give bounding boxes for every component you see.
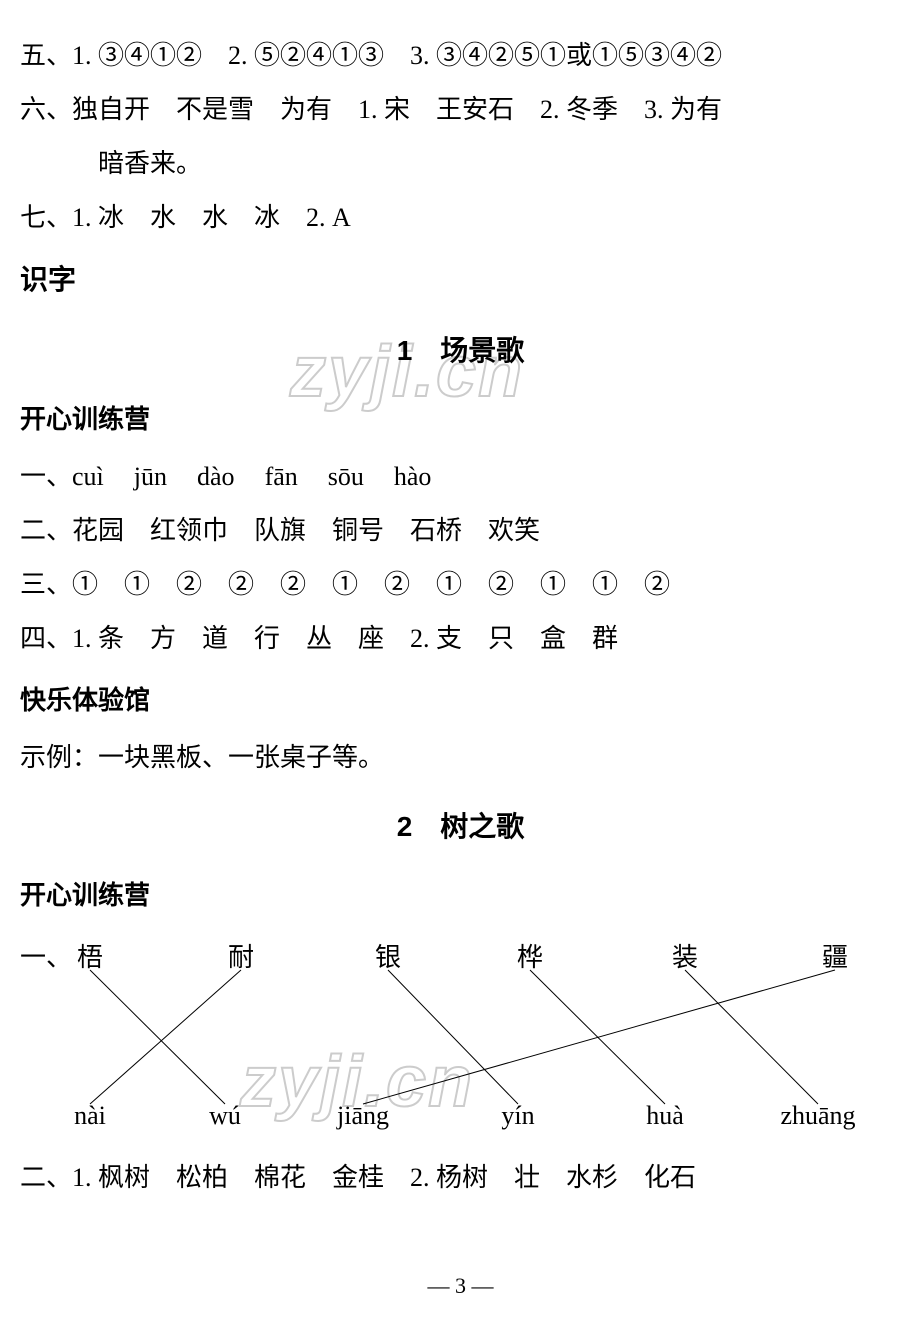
pinyin-item: jūn bbox=[134, 462, 167, 491]
lesson1-q2: 二、花园 红领巾 队旗 铜号 石桥 欢笑 bbox=[20, 505, 901, 557]
matching-diagram: 梧 耐 银 桦 装 疆 nài wú jiāng yín huà zhuāng bbox=[20, 932, 901, 1142]
page-content: zyji.cn zyji.cn 五、1. ③④①② 2. ⑤②④①③ 3. ③④… bbox=[20, 30, 901, 1308]
match-bottom-item: zhuāng bbox=[780, 1090, 855, 1142]
match-bottom-item: huà bbox=[646, 1090, 684, 1142]
match-top-item: 梧 bbox=[77, 932, 103, 984]
pinyin-item: hào bbox=[394, 462, 432, 491]
answer-line-5: 五、1. ③④①② 2. ⑤②④①③ 3. ③④②⑤①或①⑤③④② bbox=[20, 30, 901, 82]
match-top-item: 桦 bbox=[517, 932, 543, 984]
pinyin-item: cuì bbox=[72, 462, 104, 491]
match-line bbox=[90, 970, 225, 1104]
match-bottom-item: yín bbox=[501, 1090, 534, 1142]
match-bottom-item: nài bbox=[74, 1090, 106, 1142]
lesson2-q1: 一、 梧耐银桦装疆nàiwújiāngyínhuàzhuāng bbox=[20, 932, 901, 1142]
match-line bbox=[90, 970, 241, 1104]
answer-line-7: 七、1. 冰 水 水 冰 2. A bbox=[20, 192, 901, 244]
page-number-value: 3 bbox=[455, 1273, 466, 1298]
match-top-item: 银 bbox=[375, 932, 401, 984]
lesson2-title: 2 树之歌 bbox=[20, 799, 901, 855]
lesson1-section1-heading: 开心训练营 bbox=[20, 394, 901, 446]
match-top-item: 疆 bbox=[822, 932, 848, 984]
lesson2-q2: 二、1. 枫树 松柏 棉花 金桂 2. 杨树 壮 水杉 化石 bbox=[20, 1152, 901, 1204]
answer-line-6a: 六、独自开 不是雪 为有 1. 宋 王安石 2. 冬季 3. 为有 bbox=[20, 84, 901, 136]
matching-lines-svg bbox=[20, 932, 901, 1142]
lesson1-q1: 一、cuì jūn dào fān sōu hào bbox=[20, 451, 901, 503]
lesson1-example: 示例：一块黑板、一张桌子等。 bbox=[20, 732, 901, 784]
shizi-heading: 识字 bbox=[20, 252, 901, 308]
match-line bbox=[388, 970, 518, 1104]
match-line bbox=[685, 970, 818, 1104]
lesson1-title: 1 场景歌 bbox=[20, 323, 901, 379]
lesson1-section2-heading: 快乐体验馆 bbox=[20, 675, 901, 727]
page-number: — 3 — bbox=[20, 1264, 901, 1308]
pinyin-item: sōu bbox=[328, 462, 364, 491]
match-bottom-item: wú bbox=[209, 1090, 241, 1142]
lesson2-section1-heading: 开心训练营 bbox=[20, 870, 901, 922]
match-bottom-item: jiāng bbox=[337, 1090, 389, 1142]
lesson1-q1-prefix: 一、 bbox=[20, 462, 72, 491]
match-line bbox=[363, 970, 835, 1104]
match-top-item: 装 bbox=[672, 932, 698, 984]
lesson1-q4: 四、1. 条 方 道 行 丛 座 2. 支 只 盒 群 bbox=[20, 613, 901, 665]
match-top-item: 耐 bbox=[228, 932, 254, 984]
pinyin-item: dào bbox=[197, 462, 235, 491]
answer-line-6b: 暗香来。 bbox=[20, 138, 901, 190]
lesson1-q3: 三、① ① ② ② ② ① ② ① ② ① ① ② bbox=[20, 559, 901, 611]
pinyin-item: fān bbox=[265, 462, 298, 491]
